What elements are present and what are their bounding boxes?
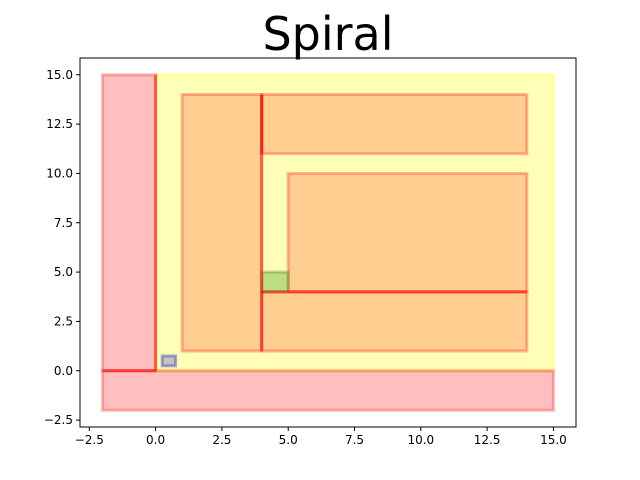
y-tick-label-3: 5.0 [54, 265, 73, 279]
spiral-rect-6 [260, 93, 529, 156]
y-tick-label-7: 15.0 [46, 68, 73, 82]
y-tick-label-1: 0.0 [54, 364, 73, 378]
spiral-rect-0 [154, 73, 555, 373]
x-tick-label-5: 10.0 [407, 433, 434, 447]
spiral-rect-3 [180, 93, 264, 353]
spiral-rect-2 [101, 369, 555, 412]
y-axis-ticks: −2.5 0.0 2.5 5.0 7.5 10.0 12.5 15.0 [44, 68, 80, 427]
x-tick-label-1: 0.0 [146, 433, 165, 447]
plot-marks [101, 73, 555, 412]
y-tick-label-4: 7.5 [54, 216, 73, 230]
x-tick-label-3: 5.0 [279, 433, 298, 447]
x-tick-label-6: 12.5 [474, 433, 501, 447]
x-tick-label-7: 15.0 [540, 433, 567, 447]
y-tick-label-5: 10.0 [46, 166, 73, 180]
spiral-rect-8 [160, 354, 177, 368]
spiral-rect-1 [101, 73, 158, 373]
x-tick-label-0: −2.5 [75, 433, 104, 447]
x-tick-label-4: 7.5 [345, 433, 364, 447]
chart-title: Spiral [262, 7, 393, 61]
spiral-rect-7 [260, 270, 290, 294]
plot-frame [79, 57, 577, 428]
x-axis-ticks: −2.5 0.0 2.5 5.0 7.5 10.0 12.5 15.0 [75, 427, 567, 447]
x-tick-label-2: 2.5 [212, 433, 231, 447]
y-tick-label-2: 2.5 [54, 314, 73, 328]
spiral-rect-4 [260, 290, 529, 353]
y-tick-label-0: −2.5 [44, 413, 73, 427]
y-tick-label-6: 12.5 [46, 117, 73, 131]
spiral-rect-5 [286, 171, 529, 294]
